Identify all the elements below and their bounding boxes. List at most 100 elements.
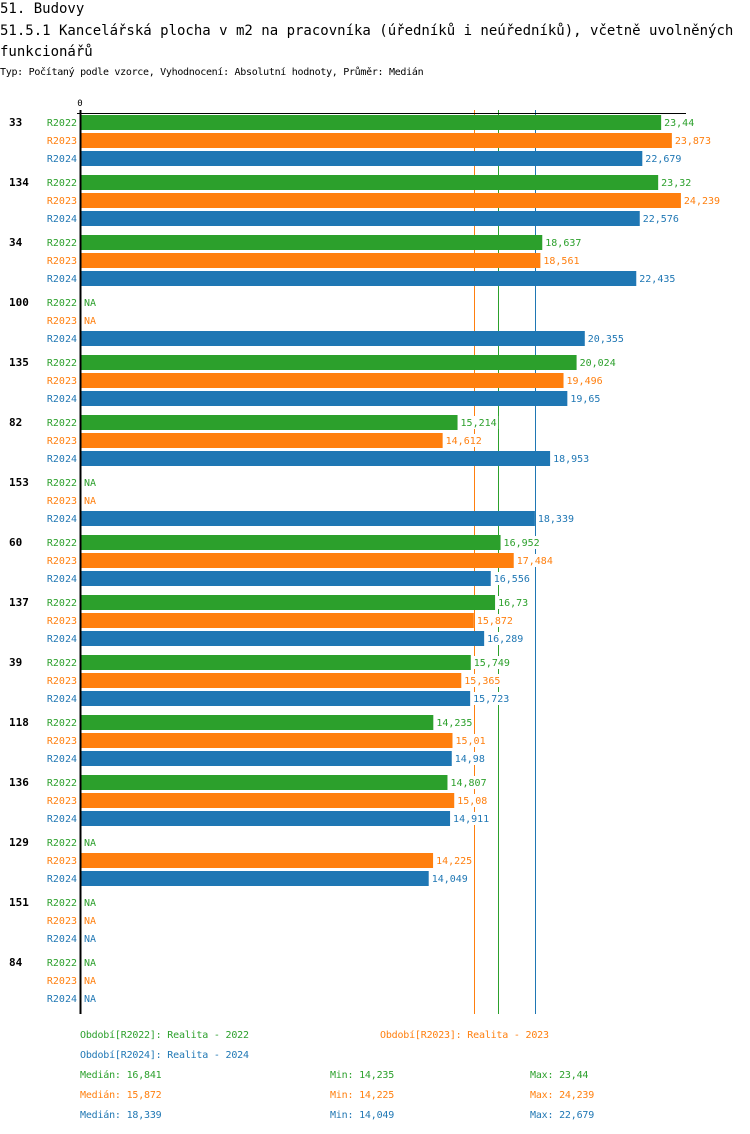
series-label: R2024 xyxy=(47,574,77,585)
value-label: 14,225 xyxy=(436,856,472,867)
bar xyxy=(81,595,496,610)
value-label: 24,239 xyxy=(684,196,720,207)
value-label-bg xyxy=(430,872,470,885)
legend-r2022: Období[R2022]: Realita - 2022 xyxy=(80,1030,249,1041)
value-label-bg xyxy=(497,596,530,609)
value-label: NA xyxy=(84,898,96,909)
value-label-bg xyxy=(435,716,474,729)
series-label: R2024 xyxy=(47,934,77,945)
value-label: NA xyxy=(84,496,96,507)
series-label: R2023 xyxy=(47,256,77,267)
category-label: 39 xyxy=(9,656,22,669)
category-label: 100 xyxy=(9,296,29,309)
value-label-bg xyxy=(552,452,591,465)
bar xyxy=(81,853,434,868)
bar xyxy=(81,331,585,346)
bar xyxy=(81,391,568,406)
value-label: 18,561 xyxy=(543,256,579,267)
series-label: R2023 xyxy=(47,856,77,867)
value-label-bg xyxy=(641,212,681,225)
value-label-bg xyxy=(486,632,525,645)
series-label: R2022 xyxy=(47,298,77,309)
series-label: R2023 xyxy=(47,916,77,927)
value-label-bg xyxy=(536,512,576,525)
bars: 33 R2022 23,44 R2023 23,873 R2024 22,679 134 R20… xyxy=(9,115,722,1005)
stat-max-r2022: Max: 23,44 xyxy=(530,1070,589,1081)
value-label: 15,01 xyxy=(455,736,485,747)
value-label-bg xyxy=(472,692,511,705)
section-title: 51. Budovy xyxy=(0,1,85,17)
category-label: 151 xyxy=(9,896,29,909)
value-label: 22,576 xyxy=(643,214,679,225)
value-label: NA xyxy=(84,934,96,945)
stat-max-r2024: Max: 22,679 xyxy=(530,1110,595,1121)
legend-r2024: Období[R2024]: Realita - 2024 xyxy=(80,1050,249,1061)
bar xyxy=(81,133,672,148)
series-label: R2022 xyxy=(47,538,77,549)
value-label-bg xyxy=(454,734,487,747)
bar xyxy=(81,715,434,730)
bar xyxy=(81,613,474,628)
value-label: NA xyxy=(84,838,96,849)
stat-min-r2024: Min: 14,049 xyxy=(330,1110,395,1121)
series-label: R2024 xyxy=(47,154,77,165)
x-tick-label: 0 xyxy=(77,99,82,109)
value-label: 16,73 xyxy=(498,598,528,609)
value-label-bg xyxy=(83,914,98,927)
bar xyxy=(81,271,637,286)
value-label-bg xyxy=(463,674,502,687)
value-label: NA xyxy=(84,994,96,1005)
bar xyxy=(81,811,451,826)
category-label: 84 xyxy=(9,956,23,969)
series-label: R2022 xyxy=(47,118,77,129)
category-label: 135 xyxy=(9,356,29,369)
value-label: 15,365 xyxy=(464,676,500,687)
bar xyxy=(81,631,485,646)
category-label: 82 xyxy=(9,416,22,429)
value-label: 22,435 xyxy=(639,274,675,285)
bar xyxy=(81,553,514,568)
series-label: R2022 xyxy=(47,478,77,489)
axis: 0 xyxy=(77,99,686,1014)
value-label: NA xyxy=(84,478,96,489)
value-label: 19,65 xyxy=(570,394,600,405)
value-label: NA xyxy=(84,316,96,327)
value-label: 20,024 xyxy=(580,358,616,369)
bar xyxy=(81,571,491,586)
value-label: 16,952 xyxy=(504,538,540,549)
value-label-bg xyxy=(586,332,626,345)
value-label: 18,339 xyxy=(538,514,574,525)
series-label: R2022 xyxy=(47,658,77,669)
stat-min-r2023: Min: 14,225 xyxy=(330,1090,395,1101)
series-label: R2023 xyxy=(47,796,77,807)
value-label-bg xyxy=(83,296,98,309)
series-label: R2024 xyxy=(47,214,77,225)
value-label: 22,679 xyxy=(645,154,681,165)
value-label-bg xyxy=(492,572,532,585)
series-label: R2024 xyxy=(47,994,77,1005)
chart-subtitle: Typ: Počítaný podle vzorce, Vyhodnocení:… xyxy=(0,67,424,78)
category-label: 118 xyxy=(9,716,29,729)
bar xyxy=(81,235,543,250)
series-label: R2023 xyxy=(47,316,77,327)
series-label: R2024 xyxy=(47,454,77,465)
value-label-bg xyxy=(435,854,474,867)
series-label: R2024 xyxy=(47,514,77,525)
category-label: 137 xyxy=(9,596,29,609)
bar xyxy=(81,511,535,526)
value-label: 15,08 xyxy=(457,796,487,807)
series-label: R2023 xyxy=(47,436,77,447)
value-label: 14,911 xyxy=(453,814,489,825)
series-label: R2022 xyxy=(47,838,77,849)
value-label-bg xyxy=(638,272,677,285)
bar xyxy=(81,355,577,370)
value-label-bg xyxy=(544,236,583,249)
category-label: 60 xyxy=(9,536,22,549)
series-label: R2023 xyxy=(47,676,77,687)
stat-max-r2023: Max: 24,239 xyxy=(530,1090,595,1101)
series-label: R2024 xyxy=(47,754,77,765)
bar xyxy=(81,673,462,688)
value-label: 18,637 xyxy=(545,238,581,249)
series-label: R2022 xyxy=(47,238,77,249)
